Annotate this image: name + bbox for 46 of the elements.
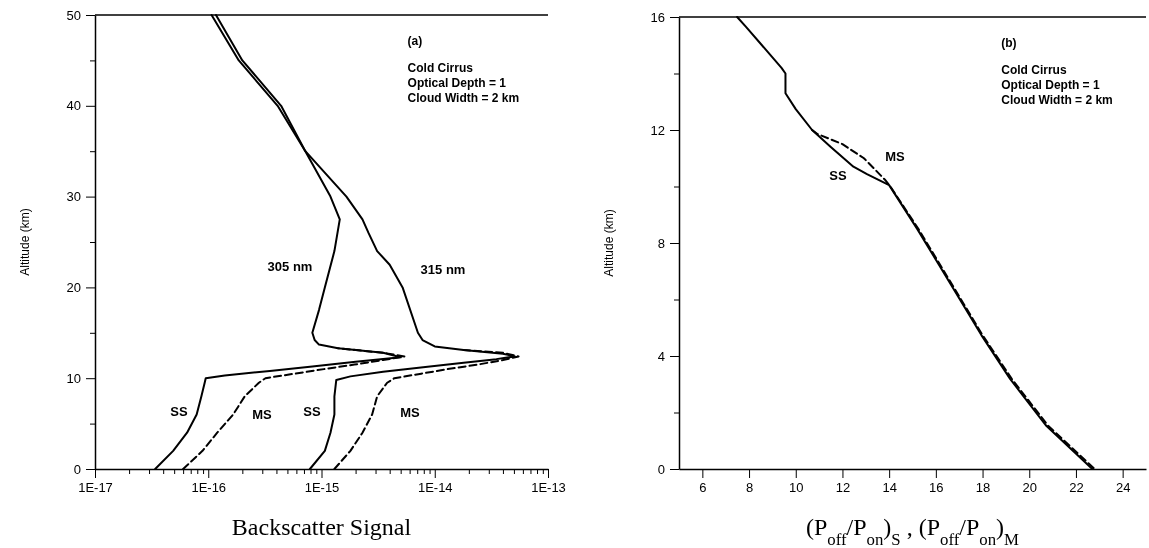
- y-axis-title: Altitude (km): [602, 209, 616, 277]
- annotation: 305 nm: [267, 259, 313, 275]
- x-tick-label: 10: [789, 480, 804, 496]
- x-tick-label: 1E-15: [304, 480, 340, 496]
- y-tick-label: 20: [66, 280, 81, 296]
- y-tick-label: 40: [66, 98, 81, 114]
- annotation: 315 nm: [420, 262, 466, 278]
- annotation: Cold Cirrus: [1001, 63, 1067, 77]
- annotation: Optical Depth = 1: [1001, 78, 1100, 92]
- x-tick-label: 8: [745, 480, 754, 496]
- y-tick-label: 0: [73, 461, 81, 477]
- annotation: Optical Depth = 1: [407, 76, 507, 90]
- annotation: MS: [400, 405, 421, 421]
- y-axis-title: Altitude (km): [18, 208, 32, 276]
- text: (P$_{off}$/P$_{on}$)$_{S}$ , (P$_{off}$/P$_{on}$)$_{M}$: [805, 514, 1020, 548]
- annotation: SS: [829, 168, 847, 184]
- x-tick-label: 1E-16: [191, 480, 227, 496]
- annotation: Cold Cirrus: [407, 61, 474, 75]
- annotation: Cloud Width = 2 km: [1001, 93, 1113, 107]
- y-tick-label: 0: [657, 461, 665, 477]
- x-tick-label: 20: [1022, 480, 1037, 496]
- x-tick-label: 12: [835, 480, 851, 496]
- y-tick-label: 16: [650, 9, 665, 25]
- y-tick-label: 30: [66, 189, 81, 205]
- annotation: SS: [303, 404, 321, 420]
- x-axis-title: Backscatter Signal: [231, 514, 412, 540]
- y-tick-label: 4: [657, 348, 665, 364]
- x-tick-label: 1E-14: [417, 480, 453, 496]
- y-tick-label: 12: [650, 122, 665, 138]
- x-tick-label: 16: [929, 480, 944, 496]
- annotation: SS: [170, 404, 188, 420]
- annotation: MS: [252, 407, 273, 423]
- x-tick-label: 1E-17: [78, 480, 113, 496]
- y-tick-label: 10: [66, 370, 81, 386]
- x-tick-label: 1E-13: [531, 480, 566, 496]
- annotation: (a): [407, 34, 423, 48]
- x-tick-label: 6: [699, 480, 707, 496]
- x-tick-label: 22: [1069, 480, 1084, 496]
- annotation: Cloud Width = 2 km: [407, 91, 520, 105]
- annotation: (b): [1001, 36, 1017, 50]
- y-tick-label: 50: [66, 7, 81, 23]
- x-tick-label: 14: [882, 480, 897, 496]
- x-tick-label: 24: [1115, 480, 1131, 496]
- y-tick-label: 8: [657, 235, 665, 251]
- annotation: MS: [885, 149, 906, 165]
- x-tick-label: 18: [975, 480, 991, 496]
